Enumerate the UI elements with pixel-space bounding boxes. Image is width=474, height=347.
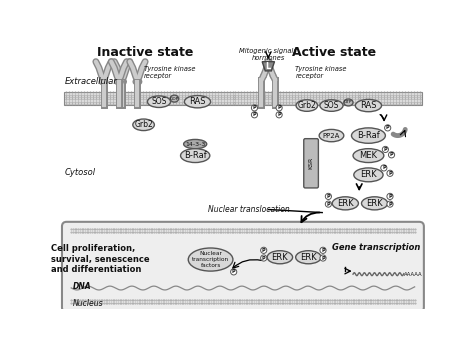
Text: P: P [277, 112, 281, 117]
Ellipse shape [261, 247, 267, 253]
Text: RAS: RAS [360, 101, 377, 110]
Text: Extracellular: Extracellular [64, 77, 117, 86]
Text: Nucleus: Nucleus [73, 299, 103, 308]
Ellipse shape [381, 165, 387, 171]
Text: P: P [390, 152, 393, 157]
Text: MEK: MEK [359, 151, 377, 160]
Ellipse shape [296, 251, 321, 264]
Text: Grb2: Grb2 [134, 120, 153, 129]
Text: PP2A: PP2A [323, 133, 340, 138]
Text: RAS: RAS [189, 97, 206, 106]
Text: KSR: KSR [308, 156, 313, 169]
Text: ERK: ERK [337, 199, 354, 208]
Ellipse shape [188, 248, 233, 271]
Ellipse shape [170, 95, 179, 102]
Text: P: P [388, 194, 392, 199]
Text: Mitogenic signals
hormones: Mitogenic signals hormones [239, 48, 297, 61]
FancyBboxPatch shape [62, 222, 424, 312]
Text: Tyrosine kinase
receptor: Tyrosine kinase receptor [295, 66, 347, 79]
Text: Active state: Active state [292, 46, 376, 59]
Ellipse shape [344, 99, 353, 106]
Text: GDP: GDP [170, 96, 179, 101]
Text: P: P [321, 255, 325, 261]
Ellipse shape [276, 105, 282, 111]
Text: ERK: ERK [300, 253, 317, 262]
Ellipse shape [362, 197, 388, 210]
Text: AAAAA: AAAAA [404, 272, 422, 277]
Ellipse shape [251, 105, 257, 111]
Ellipse shape [183, 139, 207, 149]
Ellipse shape [389, 152, 395, 158]
Ellipse shape [387, 201, 393, 207]
FancyBboxPatch shape [304, 139, 319, 188]
Text: P: P [388, 202, 392, 206]
Ellipse shape [320, 247, 326, 253]
Polygon shape [262, 62, 274, 71]
Text: Inactive state: Inactive state [97, 46, 193, 59]
Text: P: P [277, 105, 281, 110]
Ellipse shape [181, 149, 210, 162]
Ellipse shape [332, 197, 358, 210]
Ellipse shape [296, 100, 318, 111]
Text: P: P [232, 269, 236, 274]
Ellipse shape [320, 100, 343, 111]
Text: 14-3-3: 14-3-3 [185, 142, 205, 146]
Ellipse shape [354, 168, 383, 182]
Text: P: P [386, 125, 390, 130]
Ellipse shape [353, 149, 384, 162]
Text: P: P [327, 194, 330, 199]
Text: ERK: ERK [366, 199, 383, 208]
Ellipse shape [267, 251, 292, 264]
Ellipse shape [384, 125, 391, 131]
Ellipse shape [261, 255, 267, 261]
Text: Grb2: Grb2 [298, 101, 316, 110]
Ellipse shape [276, 112, 282, 118]
Text: P: P [253, 105, 256, 110]
Text: SOS: SOS [324, 101, 339, 110]
Ellipse shape [147, 96, 171, 108]
Ellipse shape [356, 99, 382, 112]
Text: SOS: SOS [151, 97, 167, 106]
Ellipse shape [352, 128, 385, 143]
Text: GTP: GTP [344, 101, 353, 104]
Text: B-Raf: B-Raf [357, 131, 380, 140]
Text: L: L [266, 62, 271, 71]
FancyBboxPatch shape [64, 92, 421, 105]
Ellipse shape [231, 269, 237, 275]
Text: Cytosol: Cytosol [64, 168, 95, 177]
Text: P: P [327, 202, 330, 206]
Ellipse shape [387, 170, 393, 176]
Ellipse shape [383, 146, 389, 153]
Text: P: P [321, 248, 325, 253]
Text: ERK: ERK [360, 170, 377, 179]
Text: P: P [382, 166, 386, 170]
Ellipse shape [320, 255, 326, 261]
Text: Nuclear
transcription
factors: Nuclear transcription factors [192, 251, 229, 268]
Text: DNA: DNA [73, 282, 91, 291]
Ellipse shape [133, 119, 155, 130]
Ellipse shape [325, 193, 331, 200]
Text: P: P [253, 112, 256, 117]
Text: P: P [388, 171, 392, 176]
Text: Cell proliferation,
survival, senescence
and differentiation: Cell proliferation, survival, senescence… [51, 244, 150, 274]
Text: ERK: ERK [272, 253, 288, 262]
Text: P: P [262, 248, 265, 253]
Ellipse shape [251, 112, 257, 118]
Text: B-Raf: B-Raf [184, 151, 207, 160]
Text: Gene transcription: Gene transcription [332, 243, 420, 252]
Ellipse shape [319, 129, 344, 142]
Ellipse shape [387, 193, 393, 200]
Ellipse shape [184, 95, 210, 108]
Ellipse shape [325, 201, 331, 207]
Text: P: P [262, 255, 265, 261]
Text: Tyrosine kinase
receptor: Tyrosine kinase receptor [144, 66, 195, 79]
Text: Nuclear translocation: Nuclear translocation [208, 205, 290, 214]
Text: P: P [383, 147, 387, 152]
